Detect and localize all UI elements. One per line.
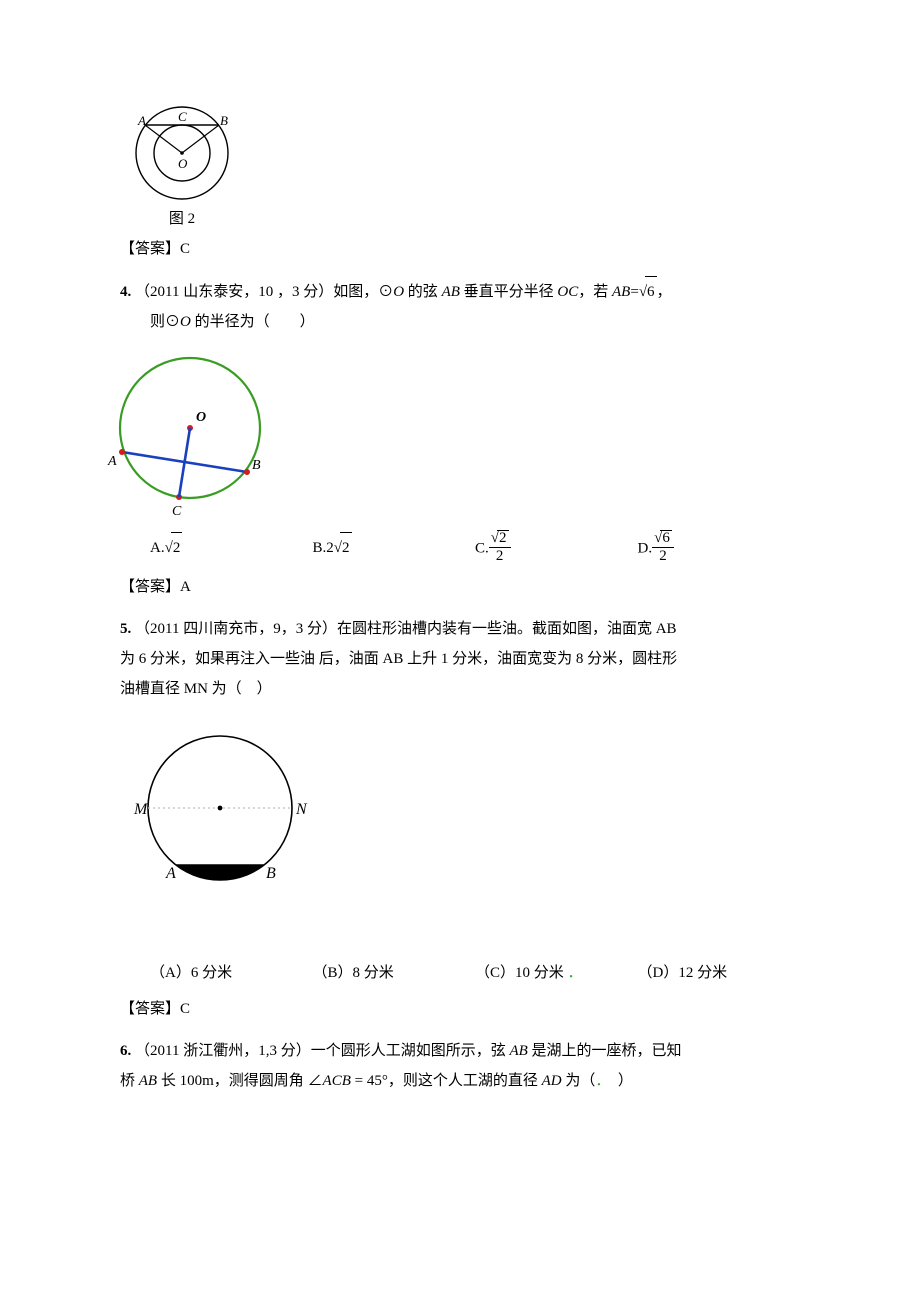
fig4-label-A: A	[107, 454, 117, 469]
q5-opt-C-dot: ．	[568, 964, 583, 981]
q6-dot: ．	[595, 1072, 603, 1089]
fig5-label-N: N	[295, 801, 308, 818]
q3-answer-value: C	[180, 241, 190, 257]
q6-l2d: 为（	[562, 1073, 596, 1089]
q5-opt-A: （A）6 分米	[150, 958, 313, 988]
page: A B C O 图 2 【答案】C 4. （2011 山东泰安，10 ，3 分）…	[0, 0, 920, 1302]
q4-AB: AB	[442, 284, 460, 300]
fig5-label-B: B	[266, 865, 276, 882]
fig4-label-O: O	[196, 410, 206, 425]
q4-O: O	[393, 284, 404, 300]
q4-num: 4.	[120, 284, 131, 300]
q5-l2: 为 6 分米，如果再注入一些油 后，油面 AB 上升 1 分米，油面宽变为 8 …	[120, 651, 677, 667]
fig3-label-O: O	[178, 156, 188, 171]
fig3-label-C: C	[178, 109, 187, 124]
q4-line2: 则⊙O 的半径为（ ）	[120, 307, 800, 337]
q4-opt-B: B.2√2	[313, 532, 476, 566]
q4-opt-D: D.√62	[638, 532, 801, 566]
q5-l3: 油槽直径 MN 为（ ）	[120, 681, 272, 697]
q4-AB2: AB	[612, 284, 630, 300]
q6-AB2: AB	[139, 1073, 157, 1089]
q4-answer-value: A	[180, 579, 191, 595]
q4-sqrt6: √6	[639, 276, 657, 307]
q4-t5: =	[630, 284, 638, 300]
fig5-label-M: M	[133, 801, 149, 818]
q6-eq: = 45°	[351, 1073, 388, 1089]
fig4-svg: O A B C	[100, 343, 280, 518]
q4-t2: 的弦	[404, 284, 442, 300]
q6-l2e: ）	[603, 1073, 633, 1089]
q3-figure: A B C O 图 2	[120, 95, 800, 228]
q6-AB: AB	[509, 1043, 527, 1059]
q6-angle-pre: ∠	[308, 1073, 323, 1089]
q6-angle: ACB	[323, 1073, 351, 1089]
q6-l1a: （2011 浙江衢州，1,3 分）一个圆形人工湖如图所示，弦	[135, 1043, 509, 1059]
q4-opt-C: C.√22	[475, 532, 638, 566]
q3-answer-label: 【答案】	[120, 241, 180, 257]
q5-l1: （2011 四川南充市，9，3 分）在圆柱形油槽内装有一些油。截面如图，油面宽 …	[135, 621, 677, 637]
q5-answer-value: C	[180, 1001, 190, 1017]
q5: 5. （2011 四川南充市，9，3 分）在圆柱形油槽内装有一些油。截面如图，油…	[120, 614, 800, 704]
q4-options: A.√2 B.2√2 C.√22 D.√62	[120, 532, 800, 566]
q5-num: 5.	[120, 621, 131, 637]
fig5-svg: M N A B	[120, 728, 320, 898]
q6-l2a: 桥	[120, 1073, 139, 1089]
q6-AD: AD	[542, 1073, 562, 1089]
fig3-caption: 图 2	[120, 207, 244, 228]
fig4-label-B: B	[252, 458, 261, 473]
q6: 6. （2011 浙江衢州，1,3 分）一个圆形人工湖如图所示，弦 AB 是湖上…	[120, 1036, 800, 1096]
q4-t6: ，	[657, 284, 672, 300]
q5-options: （A）6 分米 （B）8 分米 （C）10 分米 ． （D）12 分米	[120, 958, 800, 988]
q5-figure: M N A B	[120, 728, 800, 898]
q5-opt-D: （D）12 分米	[638, 958, 801, 988]
q5-opt-C: （C）10 分米 ．	[475, 958, 638, 988]
q4-t4: ，若	[578, 284, 612, 300]
q4-answer: 【答案】A	[120, 572, 800, 602]
q6-l2c: ，则这个人工湖的直径	[388, 1073, 542, 1089]
q6-num: 6.	[120, 1043, 131, 1059]
q5-answer-label: 【答案】	[120, 1001, 180, 1017]
q4-t1: （2011 山东泰安，10 ，3 分）如图，⊙	[135, 284, 393, 300]
fig5-label-A: A	[165, 865, 176, 882]
q6-l2b: 长 100m，测得圆周角	[157, 1073, 307, 1089]
q4-answer-label: 【答案】	[120, 579, 180, 595]
q4-t3: 垂直平分半径	[460, 284, 558, 300]
fig3-label-A: A	[137, 113, 146, 128]
fig3-label-B: B	[220, 113, 228, 128]
q4-OC: OC	[557, 284, 578, 300]
q4-opt-A: A.√2	[150, 532, 313, 566]
q6-l1b: 是湖上的一座桥，已知	[528, 1043, 682, 1059]
q4-figure: O A B C	[100, 343, 800, 518]
fig4-label-C: C	[172, 504, 182, 518]
q3-answer: 【答案】C	[120, 234, 800, 264]
q5-answer: 【答案】C	[120, 994, 800, 1024]
fig3-svg: A B C O	[120, 95, 250, 205]
q4: 4. （2011 山东泰安，10 ，3 分）如图，⊙O 的弦 AB 垂直平分半径…	[120, 276, 800, 337]
q5-opt-B: （B）8 分米	[313, 958, 476, 988]
